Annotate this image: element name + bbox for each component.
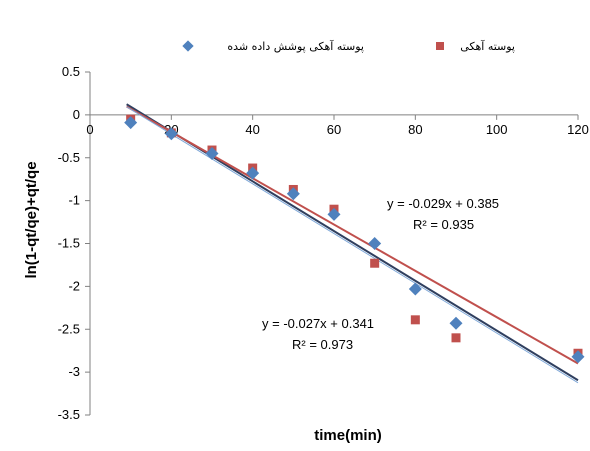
data-point-coated [205,146,219,160]
trendline-plain [126,105,579,365]
legend-label-plain: پوسته آهکی [460,39,515,53]
y-axis-title: ln(1-qt/qe)+qt/qe [23,161,40,278]
y-tick-label: -2 [68,278,80,293]
r2-label-coated: R² = 0.935 [413,217,474,232]
data-point-coated [164,127,178,141]
x-tick-label: 40 [245,122,259,137]
equation-label-coated: y = -0.029x + 0.385 [387,196,499,211]
data-point-coated [286,187,300,201]
x-tick-label: 80 [408,122,422,137]
x-axis-title: time(min) [314,427,382,444]
axes: 0.50-0.5-1-1.5-2-2.5-3-3.502040608010012… [58,64,589,422]
legend-item-coated: پوسته آهکی پوشش داده شده [182,39,364,53]
data-point-coated [124,116,138,130]
trendlines [126,103,579,384]
data-point-coated [246,166,260,180]
data-point-plain [451,333,461,343]
y-tick-label: -1.5 [58,236,80,251]
legend-item-plain: پوسته آهکی [436,39,515,53]
data-point-coated [449,316,463,330]
x-tick-label: 120 [567,122,589,137]
x-tick-label: 0 [86,122,93,137]
legend-label-coated: پوسته آهکی پوشش داده شده [227,39,364,53]
legend-marker-plain [436,42,444,50]
trendline-coated-shadow [126,106,579,384]
y-tick-label: -3.5 [58,407,80,422]
x-tick-label: 100 [486,122,508,137]
y-tick-label: 0 [73,107,80,122]
y-tick-label: -3 [68,364,80,379]
data-point-coated [327,207,341,221]
data-point-coated [408,282,422,296]
data-points [124,114,585,364]
y-tick-label: -0.5 [58,150,80,165]
equation-labels: y = -0.029x + 0.385 R² = 0.935 y = -0.02… [262,196,499,352]
data-point-coated [571,350,585,364]
legend: پوسته آهکی پوشش داده شده پوسته آهکی [182,39,515,53]
x-tick-label: 60 [327,122,341,137]
y-tick-label: 0.5 [62,64,80,79]
r2-label-plain: R² = 0.973 [292,337,353,352]
data-point-plain [410,315,420,325]
data-point-plain [370,258,380,268]
y-tick-label: -2.5 [58,321,80,336]
legend-marker-coated [182,40,194,52]
y-tick-label: -1 [68,193,80,208]
equation-label-plain: y = -0.027x + 0.341 [262,316,374,331]
data-point-coated [368,237,382,250]
